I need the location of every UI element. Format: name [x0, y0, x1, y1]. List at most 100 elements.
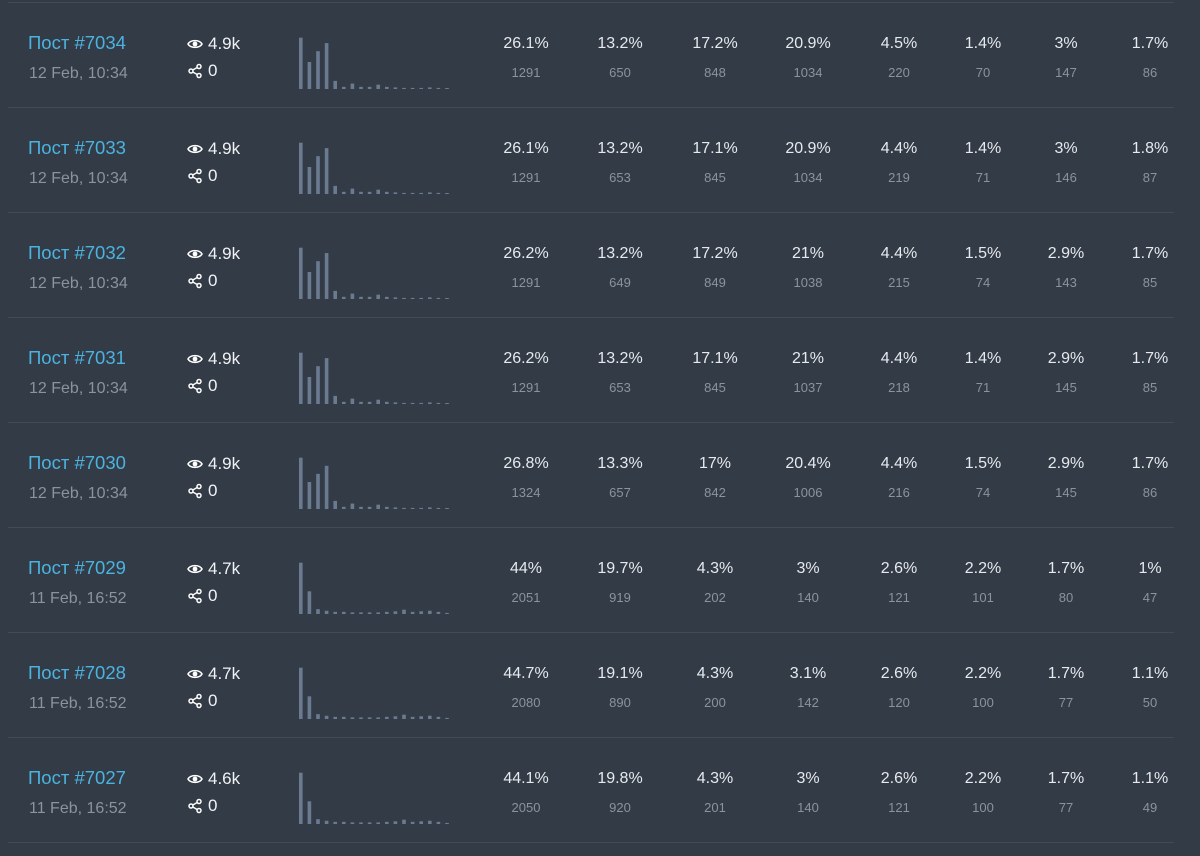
- shares-value: 0: [208, 586, 218, 605]
- eye-icon: [187, 144, 203, 154]
- stat-cell: 20.9% 1034: [763, 139, 853, 186]
- post-title-link[interactable]: Пост #7033: [28, 137, 126, 158]
- histogram-bar: [299, 247, 303, 299]
- shares-count: 0: [187, 166, 217, 186]
- histogram-bar: [376, 189, 380, 194]
- stat-percent: 4.4%: [880, 455, 918, 472]
- stat-count: 121: [888, 800, 910, 815]
- histogram-bar: [393, 192, 398, 194]
- histogram-bar: [307, 482, 312, 509]
- histogram-bar: [359, 612, 363, 614]
- histogram-bar: [445, 298, 449, 299]
- histogram-bar: [350, 398, 355, 404]
- stat-cell: 1.1% 50: [1105, 664, 1195, 711]
- stat-cell: 2.9% 143: [1021, 244, 1111, 291]
- stat-percent: 1.4%: [964, 140, 1002, 157]
- histogram-bar: [367, 401, 372, 404]
- histogram-bar: [428, 507, 432, 509]
- stat-count: 101: [972, 590, 994, 605]
- post-row: Пост #7029 11 Feb, 16:52 4.7k 0 44% 2051 19.7%…: [0, 528, 1200, 633]
- stat-cell: 13.3% 657: [575, 454, 665, 501]
- top-divider: [8, 2, 1174, 3]
- views-count: 4.9k: [187, 349, 240, 369]
- views-histogram: [299, 37, 449, 89]
- histogram-bar: [436, 611, 441, 614]
- stat-cell: 1.7% 77: [1021, 664, 1111, 711]
- post-title-link[interactable]: Пост #7032: [28, 242, 126, 263]
- post-title-link[interactable]: Пост #7027: [28, 767, 126, 788]
- post-date: 12 Feb, 10:34: [29, 65, 128, 82]
- stat-percent: 2.2%: [964, 770, 1002, 787]
- histogram-bar: [410, 507, 415, 509]
- stat-cell: 1.7% 85: [1105, 244, 1195, 291]
- stat-percent: 17.2%: [692, 245, 738, 262]
- stat-cell: 26.1% 1291: [481, 139, 571, 186]
- stat-cell: 1.4% 70: [938, 34, 1028, 81]
- histogram-bar: [402, 402, 406, 404]
- histogram-bar: [299, 667, 303, 719]
- stat-cell: 1.7% 86: [1105, 454, 1195, 501]
- stat-count: 143: [1055, 275, 1077, 290]
- histogram-bar: [307, 272, 312, 299]
- histogram-bar: [307, 696, 312, 719]
- stat-percent: 1.4%: [964, 350, 1002, 367]
- histogram-bar: [367, 191, 372, 194]
- post-title-link[interactable]: Пост #7028: [28, 662, 126, 683]
- histogram-bar: [393, 611, 398, 614]
- histogram-bar: [385, 401, 389, 404]
- stat-cell: 4.4% 219: [854, 139, 944, 186]
- histogram-bar: [359, 296, 363, 299]
- share-icon: [188, 483, 202, 499]
- post-title-link[interactable]: Пост #7029: [28, 557, 126, 578]
- views-histogram: [299, 247, 449, 299]
- stat-count: 216: [888, 485, 910, 500]
- histogram-bar: [359, 191, 363, 194]
- post-date: 12 Feb, 10:34: [29, 275, 128, 292]
- views-histogram: [299, 142, 449, 194]
- stat-cell: 1.5% 74: [938, 454, 1028, 501]
- histogram-bar: [436, 716, 441, 719]
- stat-cell: 17.2% 849: [670, 244, 760, 291]
- histogram-bar: [428, 192, 432, 194]
- row-divider: [8, 317, 1174, 318]
- stat-count: 849: [704, 275, 726, 290]
- stat-count: 86: [1142, 485, 1158, 500]
- post-row: Пост #7031 12 Feb, 10:34 4.9k 0 26.2% 1291 13.…: [0, 318, 1200, 423]
- histogram-bar: [316, 714, 320, 719]
- stat-percent: 26.2%: [503, 350, 549, 367]
- stat-cell: 13.2% 649: [575, 244, 665, 291]
- histogram-bar: [376, 717, 380, 719]
- post-title-link[interactable]: Пост #7034: [28, 32, 126, 53]
- histogram-bar: [445, 193, 449, 194]
- histogram-bar: [402, 192, 406, 194]
- histogram-bar: [393, 297, 398, 299]
- stat-count: 100: [972, 695, 994, 710]
- stat-percent: 44%: [509, 560, 543, 577]
- stat-cell: 4.4% 215: [854, 244, 944, 291]
- post-title-link[interactable]: Пост #7031: [28, 347, 126, 368]
- stat-count: 2051: [511, 590, 541, 605]
- stat-count: 1006: [793, 485, 823, 500]
- histogram-bar: [324, 148, 329, 194]
- histogram-bar: [402, 609, 406, 614]
- stat-cell: 4.3% 201: [670, 769, 760, 816]
- stat-cell: 13.2% 653: [575, 139, 665, 186]
- stat-cell: 21% 1037: [763, 349, 853, 396]
- row-divider: [8, 107, 1174, 108]
- stat-cell: 1.7% 85: [1105, 349, 1195, 396]
- stat-percent: 26.1%: [503, 35, 549, 52]
- stat-percent: 2.9%: [1047, 350, 1085, 367]
- stat-count: 145: [1055, 485, 1077, 500]
- shares-value: 0: [208, 271, 218, 290]
- histogram-bar: [428, 610, 432, 614]
- post-row: Пост #7030 12 Feb, 10:34 4.9k 0 26.8% 1324 13.…: [0, 423, 1200, 528]
- stat-cell: 1.8% 87: [1105, 139, 1195, 186]
- stat-percent: 3%: [1054, 140, 1078, 157]
- views-count: 4.7k: [187, 559, 240, 579]
- stat-percent: 4.3%: [696, 665, 734, 682]
- post-title-link[interactable]: Пост #7030: [28, 452, 126, 473]
- histogram-bar: [376, 84, 380, 89]
- histogram-bar: [342, 716, 346, 719]
- histogram-bar: [342, 821, 346, 824]
- views-count: 4.6k: [187, 769, 240, 789]
